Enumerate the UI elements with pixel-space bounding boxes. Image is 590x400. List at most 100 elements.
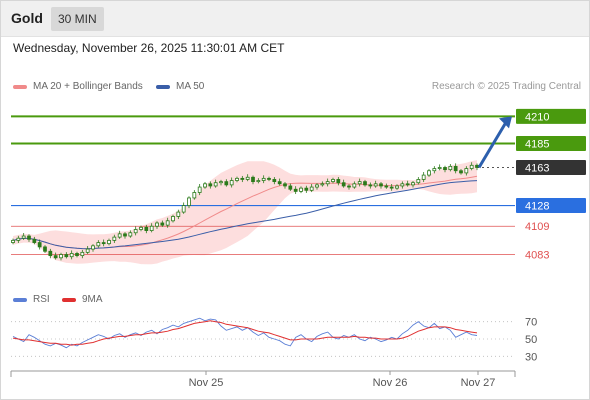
time-tick-label: Nov 26 — [373, 377, 408, 389]
candle-body — [272, 179, 277, 183]
candle — [96, 240, 101, 248]
candle-body — [203, 183, 207, 188]
candle-body — [171, 216, 175, 222]
candle — [315, 183, 319, 190]
candle-body — [128, 232, 133, 237]
candle-body — [373, 183, 378, 187]
timeframe-button[interactable]: 30 MIN — [51, 7, 104, 31]
candle — [320, 181, 325, 187]
candle-body — [192, 192, 197, 199]
candle-body — [59, 254, 63, 259]
candle-body — [469, 164, 474, 169]
rsi-panel: 70 50 30 — [11, 317, 537, 363]
candle-body — [416, 179, 421, 184]
candle — [272, 177, 277, 185]
candle-body — [389, 186, 394, 189]
candle — [229, 177, 234, 188]
candle-body — [453, 165, 458, 172]
time-axis: Nov 25 Nov 26 Nov 27 — [10, 370, 516, 389]
candle-body — [181, 205, 186, 213]
forecast-arrow-shaft — [477, 121, 508, 169]
candle-body — [53, 255, 58, 259]
ma50-line — [12, 180, 478, 250]
candle — [379, 182, 383, 189]
candle — [219, 179, 223, 186]
candle-body — [288, 185, 293, 190]
legend-ma50: MA 50 — [156, 81, 204, 92]
candle — [464, 166, 469, 176]
legend-ma50-label: MA 50 — [176, 81, 205, 92]
candle — [352, 181, 357, 189]
candle — [453, 163, 458, 174]
candle — [235, 176, 239, 183]
candle-body — [21, 235, 26, 239]
candle — [181, 202, 186, 214]
level-label-4185: 4185 — [525, 139, 549, 151]
candle-body — [91, 245, 95, 250]
candle — [427, 168, 431, 177]
candle — [139, 225, 143, 232]
candle-body — [11, 239, 15, 243]
candle-body — [448, 165, 453, 171]
candle — [411, 180, 415, 188]
candle-body — [85, 248, 90, 253]
candle — [213, 179, 218, 188]
candle-body — [283, 183, 287, 187]
candle-body — [240, 177, 245, 180]
candle — [32, 236, 37, 245]
candle — [75, 251, 79, 258]
candle — [395, 184, 399, 190]
candle-body — [112, 236, 117, 241]
candle — [176, 209, 181, 220]
candle — [117, 230, 122, 239]
candle — [251, 175, 255, 185]
candle-body — [69, 253, 74, 258]
candle — [37, 239, 42, 250]
candle — [245, 174, 250, 182]
rsi-line — [12, 317, 478, 349]
candle — [203, 182, 207, 189]
candle — [224, 179, 229, 187]
candle-body — [219, 181, 223, 184]
legend-rsi: RSI — [13, 294, 50, 305]
candle — [155, 221, 159, 229]
candle-body — [320, 183, 325, 186]
legend-ma20-label: MA 20 + Bollinger Bands — [33, 81, 143, 92]
candle — [240, 175, 245, 183]
candle — [363, 179, 367, 187]
legend-ma20-swatch — [13, 84, 27, 89]
candle-body — [48, 250, 53, 257]
candle — [133, 226, 138, 236]
level-label-4109: 4109 — [525, 221, 549, 233]
candle — [64, 252, 69, 259]
candle-body — [325, 181, 330, 185]
candle-body — [293, 188, 298, 192]
candle-body — [213, 182, 218, 187]
candle-body — [187, 197, 191, 206]
candle-body — [267, 177, 271, 180]
forecast-arrow — [477, 116, 512, 169]
candle — [443, 165, 447, 173]
candle-body — [352, 183, 357, 188]
candle-body — [336, 179, 341, 184]
time-tick-label: Nov 25 — [189, 377, 224, 389]
candle-body — [224, 181, 229, 186]
candle-body — [101, 242, 106, 245]
candle — [347, 184, 351, 190]
level-tag-4128 — [516, 198, 586, 214]
candle — [432, 166, 437, 174]
candle-body — [251, 176, 255, 183]
time-tick-label: Nov 27 — [461, 377, 496, 389]
candle-body — [245, 176, 250, 180]
level-label-4163: 4163 — [525, 162, 549, 174]
legend-ma20: MA 20 + Bollinger Bands — [13, 81, 143, 92]
candle — [261, 175, 266, 184]
candle-body — [256, 180, 261, 183]
candle-body — [64, 254, 69, 258]
candle — [16, 235, 21, 243]
candle — [384, 183, 389, 189]
level-label-4210: 4210 — [525, 111, 549, 123]
candle-body — [363, 181, 367, 186]
candle — [373, 180, 378, 188]
candle-body — [299, 187, 303, 192]
